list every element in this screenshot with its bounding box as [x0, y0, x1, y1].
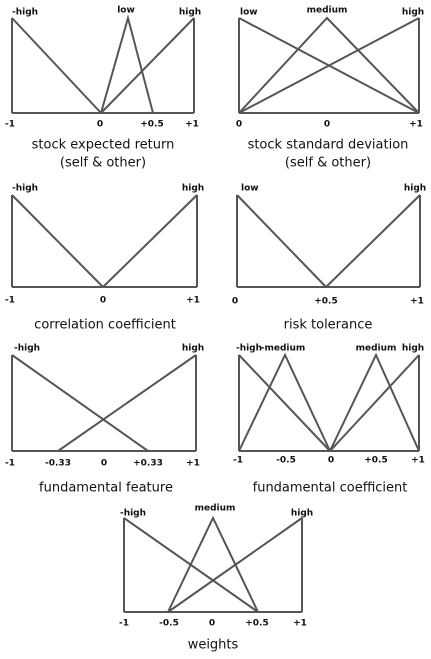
- term-label: high: [402, 344, 424, 354]
- term-label: -high: [236, 344, 262, 354]
- caption: stock standard deviation: [248, 138, 409, 153]
- membership-function: [100, 14, 154, 114]
- tick-label: 0: [101, 459, 107, 469]
- tick-label: +1: [186, 459, 200, 469]
- tick-label: +0.5: [245, 619, 268, 629]
- term-label: high: [182, 344, 204, 354]
- tick-label: +0.5: [364, 456, 387, 466]
- membership-function: [238, 16, 420, 114]
- membership-function: [57, 354, 197, 452]
- membership-function: [11, 354, 149, 452]
- membership-function: [100, 17, 195, 114]
- tick-label: +1: [185, 120, 199, 130]
- tick-label: +1: [410, 297, 424, 307]
- term-label: low: [241, 184, 259, 194]
- term-label: low: [240, 8, 258, 18]
- membership-function: [329, 352, 420, 452]
- term-label: high: [179, 8, 201, 18]
- term-label: medium: [356, 344, 397, 354]
- tick-label: 0: [232, 297, 238, 307]
- tick-label: +0.33: [133, 459, 163, 469]
- tick-label: 0: [324, 120, 330, 130]
- term-label: medium: [307, 6, 348, 16]
- term-label: high: [291, 509, 313, 519]
- term-label: low: [117, 6, 135, 16]
- term-label: medium: [195, 504, 236, 514]
- membership-function: [329, 354, 420, 452]
- caption: (self & other): [60, 156, 146, 171]
- term-label: high: [402, 8, 424, 18]
- caption: (self & other): [285, 156, 371, 171]
- caption: correlation coefficient: [34, 318, 176, 333]
- term-label: -high: [120, 509, 146, 519]
- tick-label: 0: [100, 296, 106, 306]
- tick-label: -1: [5, 296, 15, 306]
- caption: stock expected return: [32, 138, 175, 153]
- membership-function: [102, 194, 198, 288]
- tick-label: -0.5: [159, 619, 179, 629]
- membership-function: [167, 515, 259, 613]
- membership-function: [11, 194, 104, 288]
- term-label: high: [182, 184, 204, 194]
- caption: risk tolerance: [284, 318, 373, 333]
- term-label: -high: [12, 184, 38, 194]
- tick-label: -0.33: [45, 459, 71, 469]
- membership-function: [11, 17, 102, 114]
- membership-function: [325, 194, 421, 288]
- term-label: -medium: [261, 344, 306, 354]
- tick-label: 0: [328, 456, 334, 466]
- term-label: high: [404, 184, 426, 194]
- membership-function: [238, 17, 420, 114]
- tick-label: 0: [97, 120, 103, 130]
- tick-label: -0.5: [276, 456, 296, 466]
- membership-function: [238, 352, 331, 452]
- tick-label: 0: [209, 619, 215, 629]
- tick-label: -1: [5, 120, 15, 130]
- tick-label: +1: [186, 296, 200, 306]
- term-label: -high: [14, 344, 40, 354]
- tick-label: -1: [5, 459, 15, 469]
- caption: weights: [188, 638, 239, 653]
- tick-label: +0.5: [140, 120, 163, 130]
- membership-function: [236, 194, 327, 288]
- membership-function: [238, 354, 331, 452]
- caption: fundamental feature: [39, 481, 173, 496]
- membership-function: [167, 517, 303, 613]
- tick-label: +1: [409, 120, 423, 130]
- tick-label: +1: [411, 456, 425, 466]
- caption: fundamental coefficient: [253, 481, 408, 496]
- tick-label: -1: [119, 619, 129, 629]
- term-label: -high: [12, 8, 38, 18]
- tick-label: 0: [236, 120, 242, 130]
- tick-label: -1: [233, 456, 243, 466]
- tick-label: +1: [293, 619, 307, 629]
- tick-label: +0.5: [314, 297, 337, 307]
